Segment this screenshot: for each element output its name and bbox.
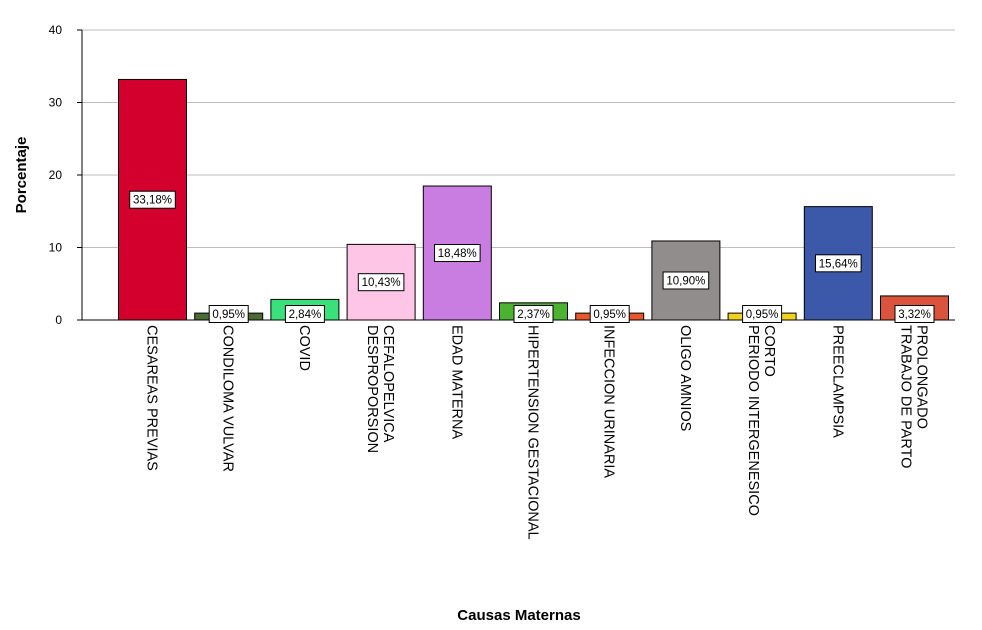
category-label: PERIODO INTERGENESICO CORTO [745,325,777,516]
category-label: HIPERTENSION GESTACIONAL [525,325,541,540]
category-label: CONDILOMA VULVAR [220,325,236,472]
data-label: 2,37% [513,305,554,323]
data-label-box [662,271,710,290]
x-axis-title: Causas Maternas [457,607,580,624]
data-label-text: 15,64% [819,258,858,270]
category-label: INFECCION URINARIA [601,325,617,478]
data-label-box [129,190,176,209]
category-label: CESAREAS PREVIAS [144,325,160,471]
data-label: 10,43% [357,273,405,292]
data-label-text: 18,48% [438,248,477,260]
category-labels: CESAREAS PREVIAS CONDILOMA VULVAR COVID DES… [144,325,930,540]
data-label: 0,95% [208,305,249,323]
category-label-line: PROLONGADO [914,325,930,429]
data-label: 10,90% [662,271,710,290]
data-label-box [894,305,935,323]
data-label-box [742,305,783,323]
category-label-line: CESAREAS PREVIAS [144,325,160,471]
category-label-line: COVID [296,325,312,371]
data-label-text: 0,95% [746,309,779,321]
data-label: 15,64% [815,254,862,273]
data-label-text: 0,95% [212,309,245,321]
data-label-box [589,305,630,323]
data-label-text: 0,95% [593,309,626,321]
y-tick-label: 10 [49,241,63,255]
data-label-text: 33,18% [133,195,172,207]
y-axis-ticks: 0 10 20 30 40 [49,23,82,327]
category-label-line: CONDILOMA VULVAR [220,325,236,472]
y-axis-title: Porcentaje [13,137,30,214]
category-label: TRABAJO DE PARTO PROLONGADO [898,325,930,468]
category-label: PREECLAMPSIA [829,325,845,438]
data-label-box [284,305,325,323]
category-label-line: PREECLAMPSIA [829,325,845,438]
category-label: OLIGO AMNIOS [677,325,693,431]
category-label: COVID [296,325,312,371]
data-label: 2,84% [284,305,325,323]
category-label-line: DESPROPORSION [364,325,380,453]
category-label-line: CEFALOPELVICA [380,325,396,443]
y-tick-label: 20 [49,168,63,182]
category-label-line: EDAD MATERNA [448,325,464,439]
data-label: 33,18% [129,190,176,209]
data-label-box [815,254,862,273]
bars [118,78,949,321]
data-label-text: 10,90% [666,275,705,287]
data-label-box [513,305,554,323]
data-label-text: 10,43% [362,277,401,289]
category-label-line: PERIODO INTERGENESICO [745,325,761,516]
y-tick-label: 0 [55,313,62,327]
data-label-text: 2,84% [289,309,322,321]
category-label-line: OLIGO AMNIOS [677,325,693,431]
data-label-text: 2,37% [517,309,550,321]
y-tick-label: 30 [49,96,63,110]
category-label: DESPROPORSION CEFALOPELVICA [364,325,396,453]
data-label: 18,48% [434,244,481,263]
y-tick-label: 40 [49,23,63,37]
category-label-line: TRABAJO DE PARTO [898,325,914,468]
category-label-line: CORTO [761,325,777,377]
data-label: 0,95% [589,305,630,323]
data-labels: 33,18% 0,95% 2,84% 10,43% 18,48% 2,37% 0,95% 10… [129,190,935,323]
data-label: 0,95% [742,305,783,323]
category-label-line: HIPERTENSION GESTACIONAL [525,325,541,540]
data-label-box [357,273,405,292]
data-label-box [434,244,481,263]
category-label: EDAD MATERNA [448,325,464,439]
data-label: 3,32% [894,305,935,323]
data-label-box [208,305,249,323]
category-label-line: INFECCION URINARIA [601,325,617,478]
data-label-text: 3,32% [898,309,931,321]
